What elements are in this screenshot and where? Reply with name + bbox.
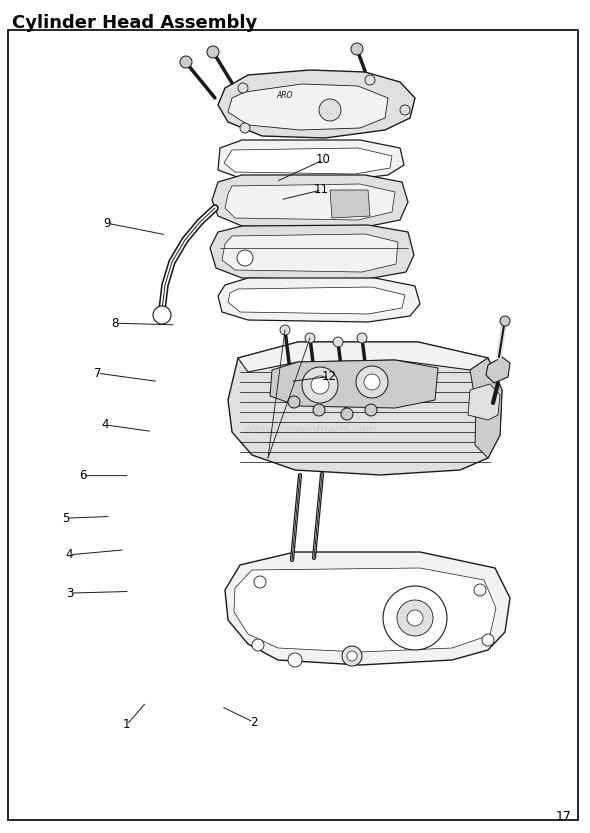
- Polygon shape: [225, 552, 510, 665]
- Polygon shape: [222, 234, 398, 272]
- Polygon shape: [218, 278, 420, 322]
- Circle shape: [313, 404, 325, 416]
- Text: 7: 7: [94, 367, 101, 380]
- Polygon shape: [228, 287, 405, 314]
- Circle shape: [397, 600, 433, 636]
- Text: ereplacementparts.com: ereplacementparts.com: [243, 425, 377, 435]
- Circle shape: [341, 408, 353, 420]
- Circle shape: [364, 374, 380, 390]
- Circle shape: [400, 105, 410, 115]
- Text: ARO: ARO: [277, 91, 293, 99]
- Text: 3: 3: [66, 586, 73, 600]
- Circle shape: [407, 610, 423, 626]
- Circle shape: [365, 75, 375, 85]
- Circle shape: [207, 46, 219, 58]
- Circle shape: [288, 396, 300, 408]
- Circle shape: [302, 367, 338, 403]
- Text: 11: 11: [314, 183, 329, 197]
- Text: 12: 12: [322, 370, 337, 383]
- Polygon shape: [270, 360, 438, 408]
- Text: 5: 5: [63, 511, 70, 525]
- Text: 1: 1: [123, 718, 130, 731]
- Circle shape: [347, 651, 357, 661]
- Text: 4: 4: [66, 548, 73, 561]
- Polygon shape: [210, 225, 414, 280]
- Circle shape: [333, 337, 343, 347]
- Polygon shape: [330, 190, 370, 218]
- Polygon shape: [228, 84, 388, 130]
- Text: 8: 8: [112, 317, 119, 330]
- Circle shape: [342, 646, 362, 666]
- Text: 9: 9: [104, 217, 111, 230]
- Text: 6: 6: [79, 469, 86, 482]
- Text: 10: 10: [316, 153, 331, 167]
- Text: Cylinder Head Assembly: Cylinder Head Assembly: [12, 14, 257, 32]
- Circle shape: [238, 83, 248, 93]
- Circle shape: [252, 639, 264, 651]
- Polygon shape: [468, 384, 500, 420]
- Circle shape: [482, 634, 494, 646]
- Circle shape: [356, 366, 388, 398]
- Circle shape: [474, 584, 486, 596]
- Circle shape: [365, 404, 377, 416]
- Circle shape: [180, 56, 192, 68]
- Text: 2: 2: [250, 716, 257, 729]
- Polygon shape: [238, 342, 488, 372]
- Circle shape: [280, 325, 290, 335]
- Polygon shape: [486, 357, 510, 383]
- Circle shape: [311, 376, 329, 394]
- Polygon shape: [212, 175, 408, 228]
- Circle shape: [319, 99, 341, 121]
- Circle shape: [254, 576, 266, 588]
- Circle shape: [240, 123, 250, 133]
- Text: 4: 4: [101, 418, 109, 431]
- Circle shape: [351, 43, 363, 55]
- Polygon shape: [224, 148, 392, 174]
- Polygon shape: [218, 140, 404, 180]
- Circle shape: [305, 333, 315, 343]
- Text: 17: 17: [556, 810, 572, 823]
- Circle shape: [357, 333, 367, 343]
- Polygon shape: [225, 184, 395, 220]
- Circle shape: [500, 316, 510, 326]
- Polygon shape: [228, 342, 502, 475]
- Circle shape: [153, 306, 171, 324]
- Circle shape: [237, 250, 253, 266]
- Polygon shape: [218, 70, 415, 138]
- Circle shape: [383, 586, 447, 650]
- Polygon shape: [470, 358, 502, 458]
- Polygon shape: [234, 568, 496, 652]
- Circle shape: [288, 653, 302, 667]
